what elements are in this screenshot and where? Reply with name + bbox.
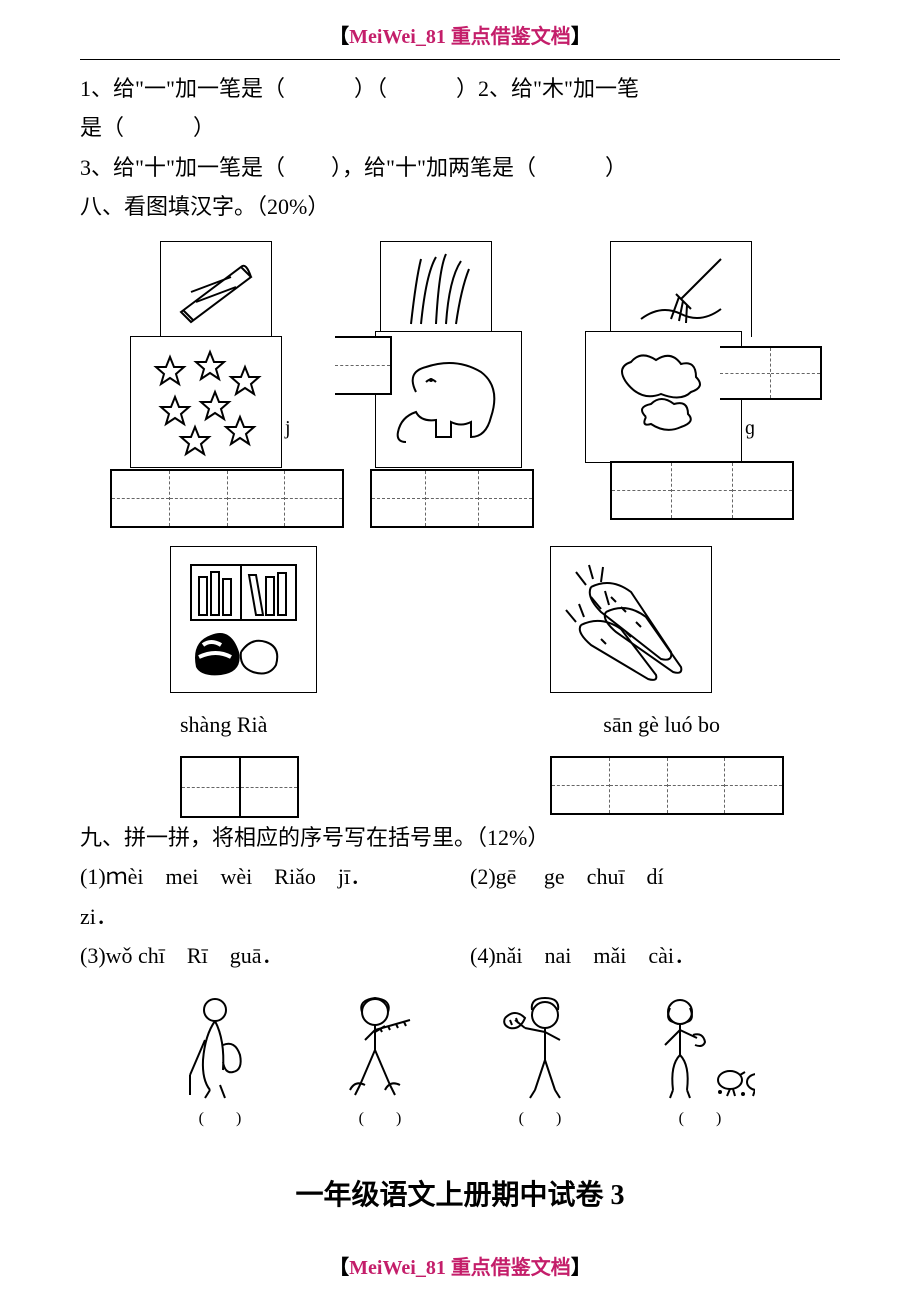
q3-text-b: ），给"十"加两笔是（ [331, 155, 536, 180]
question-8-title: 八、看图填汉字。（20%） [80, 188, 840, 225]
footer-brand: MeiWei_81 重点借鉴文档 [349, 1257, 571, 1279]
bookshelf-image [170, 546, 317, 693]
pinyin-labels: shàng Rià sān gè luó bo [80, 706, 840, 743]
q1-blank2 [387, 76, 456, 101]
q3-blank2 [536, 155, 605, 180]
header-rule [80, 59, 840, 60]
figure-caption-2: ( ) [325, 1105, 435, 1132]
page-footer: 【MeiWei_81 重点借鉴文档】 [0, 1251, 920, 1280]
question-1-line1: 1、给"一"加一笔是（ ）（ ）2、给"木"加一笔 [80, 70, 840, 107]
figure-caption-3: ( ) [485, 1105, 595, 1132]
grass-image [380, 241, 492, 338]
header-brand: MeiWei_81 重点借鉴文档 [349, 26, 571, 48]
page-header: 【MeiWei_81 重点借鉴文档】 [0, 0, 920, 57]
answer-grid-elephant [370, 469, 534, 528]
elephant-image [375, 331, 522, 468]
pinyin-right: sān gè luó bo [603, 706, 720, 743]
grid-peek-2 [720, 346, 822, 400]
grid-peek-1 [335, 336, 392, 395]
stars-image [130, 336, 282, 468]
q1-text-mid: ）（ [354, 76, 387, 101]
carrots-image [550, 546, 712, 693]
clouds-image [585, 331, 742, 463]
q9-sentence-2: (2)gē ge chuī dí [450, 858, 840, 895]
pinyin-answer-grids [80, 751, 840, 831]
answer-grid-right [550, 756, 784, 815]
q9-sentence-2b: zi． [80, 898, 840, 935]
figure-grandma: ( ) [165, 985, 275, 1132]
footer-bracket-open: 【 [329, 1257, 349, 1279]
q9-figures: ( ) ( ) [80, 975, 840, 1132]
q8-image-grid: j ɡ [80, 241, 840, 701]
q3-blank1 [285, 155, 331, 180]
q9-sentence-4: (4)nǎi nai mǎi cài． [450, 937, 840, 974]
q1-line2-a: 是（ [80, 115, 124, 140]
q9-sentence-3: (3)wǒ chī Rī guā． [80, 937, 450, 974]
exam-title-3: 一年级语文上册期中试卷 3 [80, 1172, 840, 1220]
figure-caption-4: ( ) [645, 1105, 755, 1132]
q9-row1: (1)ｍèi mei wèi Riǎo jī． (2)gē ge chuī dí [80, 858, 840, 895]
answer-grid-stars [110, 469, 344, 528]
q9-row2: (3)wǒ chī Rī guā． (4)nǎi nai mǎi cài． [80, 937, 840, 974]
log-image [160, 241, 272, 343]
q1-line2-b: ） [193, 115, 215, 140]
answer-grid-clouds [610, 461, 794, 520]
rake-image [610, 241, 752, 337]
q3-text-a: 3、给"十"加一笔是（ [80, 155, 285, 180]
header-bracket-close: 】 [571, 26, 591, 48]
q1-text-b: ）2、给"木"加一笔 [456, 76, 639, 101]
footer-bracket-close: 】 [571, 1257, 591, 1279]
figure-caption-1: ( ) [165, 1105, 275, 1132]
q1-text-a: 1、给"一"加一笔是（ [80, 76, 285, 101]
header-bracket-open: 【 [329, 26, 349, 48]
q3-text-c: ） [605, 155, 627, 180]
letter-fragment-g: ɡ [745, 411, 755, 445]
q1-blank1 [285, 76, 354, 101]
q1-blank3 [124, 115, 193, 140]
figure-girl-chickens: ( ) [645, 985, 755, 1132]
letter-fragment-j: j [285, 411, 291, 445]
figure-boy-flute: ( ) [325, 985, 435, 1132]
main-content: 1、给"一"加一笔是（ ）（ ）2、给"木"加一笔 是（ ） 3、给"十"加一笔… [0, 70, 920, 1219]
question-1-line2: 是（ ） [80, 109, 840, 146]
question-3: 3、给"十"加一笔是（ ），给"十"加两笔是（ ） [80, 149, 840, 186]
answer-grid-left [180, 756, 299, 818]
pinyin-left: shàng Rià [180, 706, 267, 743]
figure-boy-watermelon: ( ) [485, 985, 595, 1132]
q9-sentence-1: (1)ｍèi mei wèi Riǎo jī． [80, 858, 450, 895]
